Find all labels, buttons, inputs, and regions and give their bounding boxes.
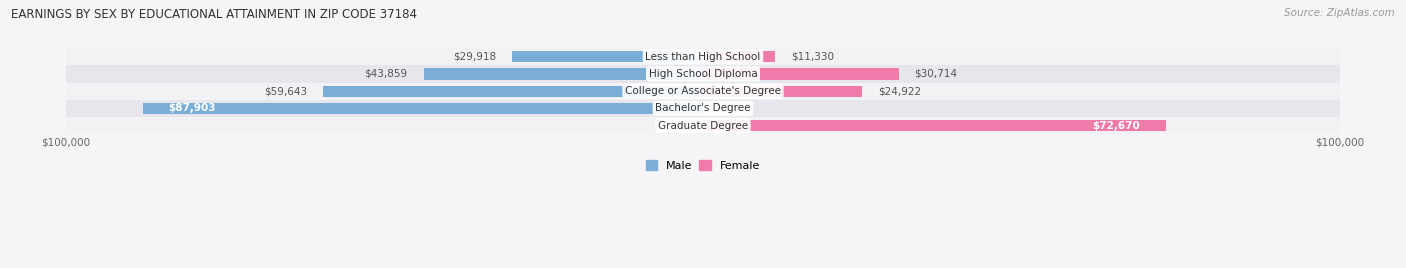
- Text: Source: ZipAtlas.com: Source: ZipAtlas.com: [1284, 8, 1395, 18]
- Text: $0: $0: [673, 121, 688, 131]
- Text: $43,859: $43,859: [364, 69, 408, 79]
- Bar: [66, 48, 1340, 65]
- Text: Graduate Degree: Graduate Degree: [658, 121, 748, 131]
- Bar: [703, 68, 898, 80]
- Text: $87,903: $87,903: [169, 103, 217, 113]
- Text: Bachelor's Degree: Bachelor's Degree: [655, 103, 751, 113]
- Text: Less than High School: Less than High School: [645, 52, 761, 62]
- Legend: Male, Female: Male, Female: [641, 156, 765, 175]
- Bar: [66, 83, 1340, 100]
- Text: $24,922: $24,922: [877, 86, 921, 96]
- Bar: [66, 65, 1340, 83]
- Bar: [143, 103, 703, 114]
- Text: High School Diploma: High School Diploma: [648, 69, 758, 79]
- Text: $29,918: $29,918: [453, 52, 496, 62]
- Text: $11,330: $11,330: [792, 52, 834, 62]
- Bar: [423, 68, 703, 80]
- Text: $59,643: $59,643: [264, 86, 307, 96]
- Bar: [703, 85, 862, 97]
- Bar: [66, 117, 1340, 134]
- Bar: [512, 51, 703, 62]
- Text: $0: $0: [718, 103, 733, 113]
- Bar: [703, 120, 1166, 131]
- Bar: [703, 51, 775, 62]
- Text: College or Associate's Degree: College or Associate's Degree: [626, 86, 780, 96]
- Bar: [323, 85, 703, 97]
- Text: $72,670: $72,670: [1092, 121, 1140, 131]
- Text: EARNINGS BY SEX BY EDUCATIONAL ATTAINMENT IN ZIP CODE 37184: EARNINGS BY SEX BY EDUCATIONAL ATTAINMEN…: [11, 8, 418, 21]
- Bar: [66, 100, 1340, 117]
- Text: $30,714: $30,714: [914, 69, 957, 79]
